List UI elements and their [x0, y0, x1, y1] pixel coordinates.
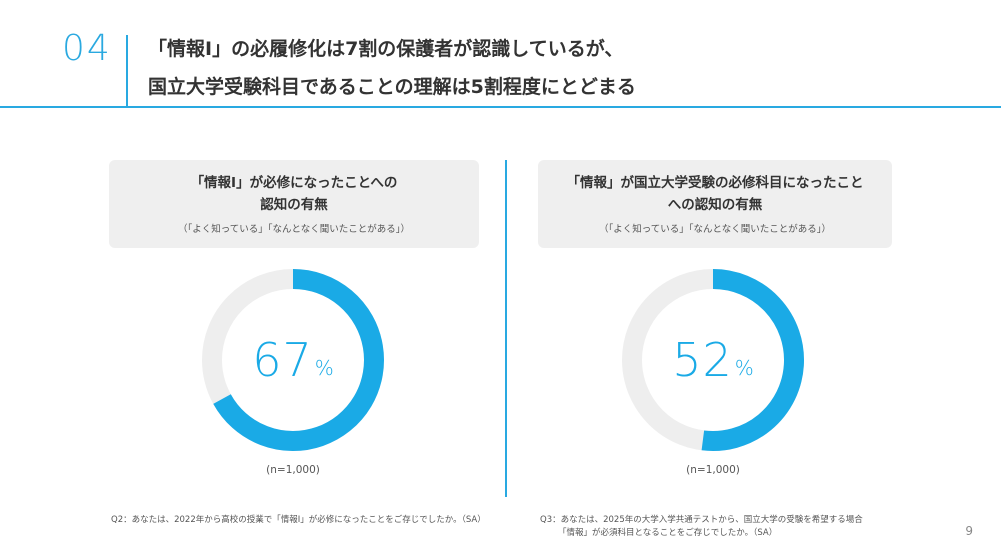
donut-chart-left: 67 %	[201, 268, 385, 452]
chart-subtitle-left: （「よく知っている」「なんとなく聞いたことがある」）	[178, 224, 410, 235]
donut-value-left: 67 %	[201, 268, 385, 452]
header-divider	[126, 35, 128, 107]
donut-value-right: 52 %	[621, 268, 805, 452]
page-number: 9	[965, 524, 973, 538]
chart-title-right-line1: 「情報」が国立大学受験の必修科目になったこと	[566, 175, 864, 191]
donut-value-unit-right: %	[734, 356, 754, 380]
slide-title-line2: 国立大学受験科目であることの理解は5割程度にとどまる	[148, 76, 636, 98]
footnote-right: Q3：あなたは、2025年の大学入学共通テストから、国立大学の受験を希望する場合…	[540, 514, 863, 540]
slide-title-line1: 「情報Ⅰ」の必履修化は7割の保護者が認識しているが、	[148, 38, 624, 60]
chart-title-left: 「情報Ⅰ」が必修になったことへの 認知の有無	[109, 172, 479, 216]
slide-title: 「情報Ⅰ」の必履修化は7割の保護者が認識しているが、 国立大学受験科目であること…	[148, 30, 636, 106]
donut-chart-right: 52 %	[621, 268, 805, 452]
chart-subtitle-right: （「よく知っている」「なんとなく聞いたことがある」）	[599, 224, 831, 235]
footnote-left: Q2：あなたは、2022年から高校の授業で「情報Ⅰ」が必修になったことをご存じで…	[111, 514, 486, 527]
footnote-right-line1: Q3：あなたは、2025年の大学入学共通テストから、国立大学の受験を希望する場合	[540, 515, 863, 525]
slide-header: 04 「情報Ⅰ」の必履修化は7割の保護者が認識しているが、 国立大学受験科目であ…	[0, 0, 1001, 108]
footnote-right-line2: 「情報」が必須科目となることをご存じでしたか。（SA）	[558, 528, 778, 538]
donut-arc-right	[701, 269, 804, 451]
donut-arc-left	[213, 269, 384, 451]
sample-size-left: (n=1,000)	[266, 464, 320, 476]
sample-size-right: (n=1,000)	[686, 464, 740, 476]
donut-value-unit-left: %	[314, 356, 334, 380]
chart-title-panel-right: 「情報」が国立大学受験の必修科目になったこと への認知の有無 （「よく知っている…	[538, 160, 892, 248]
center-divider	[505, 160, 507, 497]
chart-title-panel-left: 「情報Ⅰ」が必修になったことへの 認知の有無 （「よく知っている」「なんとなく聞…	[109, 160, 479, 248]
donut-svg-right	[622, 269, 804, 451]
donut-value-number-left: 67	[252, 333, 313, 387]
chart-title-right-line2: への認知の有無	[667, 197, 763, 213]
donut-value-number-right: 52	[672, 333, 733, 387]
donut-svg-left	[202, 269, 384, 451]
footnote-left-line1: Q2：あなたは、2022年から高校の授業で「情報Ⅰ」が必修になったことをご存じで…	[111, 515, 486, 525]
chart-title-left-line2: 認知の有無	[260, 197, 328, 213]
slide-number: 04	[62, 28, 112, 69]
header-rule	[0, 106, 1001, 108]
chart-title-left-line1: 「情報Ⅰ」が必修になったことへの	[190, 175, 398, 191]
chart-title-right: 「情報」が国立大学受験の必修科目になったこと への認知の有無	[538, 172, 892, 216]
